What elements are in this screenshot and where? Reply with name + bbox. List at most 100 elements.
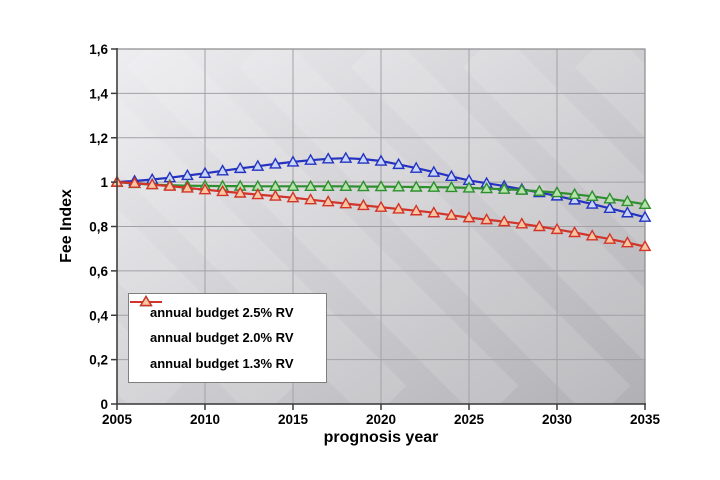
y-tick-label: 1,2 — [89, 131, 108, 146]
triangle-marker — [374, 200, 388, 212]
x-tick-label: 2035 — [630, 412, 661, 427]
triangle-marker — [163, 179, 177, 191]
triangle-marker — [269, 189, 282, 201]
triangle-marker — [568, 225, 581, 238]
x-tick-label: 2020 — [366, 412, 396, 427]
y-tick-label: 0,2 — [89, 353, 108, 368]
triangle-marker — [339, 151, 353, 163]
triangle-marker — [181, 181, 194, 193]
triangle-marker — [321, 179, 335, 192]
triangle-marker — [427, 165, 441, 177]
y-tick-label: 0 — [100, 397, 108, 412]
triangle-marker — [286, 179, 300, 192]
triangle-marker — [145, 177, 159, 190]
y-tick-label: 0,8 — [89, 220, 108, 235]
triangle-marker — [585, 197, 599, 209]
y-tick-label: 0,6 — [89, 264, 108, 279]
triangle-marker — [533, 219, 546, 232]
x-tick-label: 2005 — [102, 412, 133, 427]
triangle-marker — [198, 166, 212, 178]
triangle-marker — [638, 197, 652, 210]
triangle-marker — [427, 180, 441, 192]
triangle-marker — [427, 206, 441, 218]
triangle-marker — [392, 157, 405, 170]
triangle-marker — [409, 204, 423, 216]
triangle-marker — [374, 179, 388, 192]
triangle-marker — [550, 222, 564, 235]
triangle-marker — [462, 211, 476, 223]
triangle-marker — [621, 206, 634, 218]
triangle-marker — [568, 187, 581, 200]
x-axis-title: prognosis year — [323, 429, 439, 446]
legend-label: annual budget 1.3% RV — [150, 355, 294, 371]
triangle-marker — [621, 236, 634, 248]
triangle-marker — [603, 232, 617, 244]
triangle-marker — [198, 183, 212, 195]
triangle-marker — [392, 202, 405, 214]
legend-label: annual budget 2.0% RV — [150, 330, 294, 346]
triangle-marker — [374, 154, 388, 166]
triangle-marker — [304, 153, 317, 165]
triangle-marker — [603, 201, 617, 214]
legend-item-annual-budget-2-0-rv: annual budget 2.0% RV — [130, 295, 326, 349]
triangle-marker — [251, 187, 265, 200]
triangle-marker — [497, 182, 511, 194]
y-tick-label: 1,4 — [89, 86, 108, 101]
legend-label: annual budget 2.5% RV — [150, 305, 294, 321]
y-tick-label: 1 — [100, 175, 108, 190]
legend-triangle-marker-icon — [130, 295, 162, 307]
chart-legend: annual budget 2.5% RV annual budget 2.0% … — [128, 293, 327, 383]
y-tick-label: 1,6 — [89, 42, 108, 57]
triangle-marker — [392, 180, 405, 192]
triangle-marker — [128, 176, 141, 188]
triangle-marker — [621, 194, 634, 207]
triangle-marker — [515, 183, 529, 195]
triangle-marker — [269, 157, 282, 169]
triangle-marker — [251, 159, 265, 171]
triangle-marker — [286, 155, 300, 167]
triangle-marker — [304, 193, 317, 205]
triangle-marker — [585, 189, 599, 202]
triangle-marker — [321, 152, 335, 164]
triangle-marker — [216, 164, 229, 176]
triangle-marker — [497, 214, 511, 227]
triangle-marker — [233, 161, 247, 174]
triangle-marker — [638, 210, 652, 222]
triangle-marker — [409, 161, 423, 173]
triangle-marker — [357, 152, 370, 164]
legend-item-annual-budget-1-3-rv: annual budget 1.3% RV — [130, 295, 326, 374]
triangle-marker — [568, 193, 581, 205]
triangle-marker — [550, 185, 564, 198]
triangle-marker — [515, 217, 529, 229]
triangle-marker — [357, 179, 370, 192]
triangle-marker — [233, 186, 247, 198]
triangle-marker — [216, 184, 229, 197]
triangle-marker — [462, 181, 476, 193]
triangle-marker — [445, 180, 458, 193]
x-tick-label: 2030 — [542, 412, 572, 427]
triangle-marker — [445, 169, 458, 182]
triangle-marker — [286, 191, 300, 203]
triangle-marker — [409, 180, 423, 192]
x-tick-label: 2010 — [190, 412, 220, 427]
x-tick-label: 2015 — [278, 412, 309, 427]
triangle-marker — [480, 181, 493, 194]
triangle-marker — [638, 239, 652, 252]
triangle-marker — [585, 229, 599, 241]
triangle-marker — [339, 179, 353, 192]
x-tick-label: 2025 — [454, 412, 485, 427]
y-axis-title: Fee Index — [58, 189, 75, 263]
triangle-marker — [321, 195, 335, 207]
triangle-marker — [339, 197, 353, 209]
triangle-marker — [480, 212, 493, 225]
series-annual-budget-1-3-rv — [110, 175, 652, 252]
triangle-marker — [304, 179, 317, 192]
triangle-marker — [357, 198, 370, 211]
triangle-marker — [445, 208, 458, 220]
y-tick-label: 0,4 — [89, 308, 108, 323]
triangle-marker — [603, 192, 617, 204]
triangle-marker — [533, 184, 546, 196]
legend-item-annual-budget-2-5-rv: annual budget 2.5% RV — [130, 295, 326, 324]
